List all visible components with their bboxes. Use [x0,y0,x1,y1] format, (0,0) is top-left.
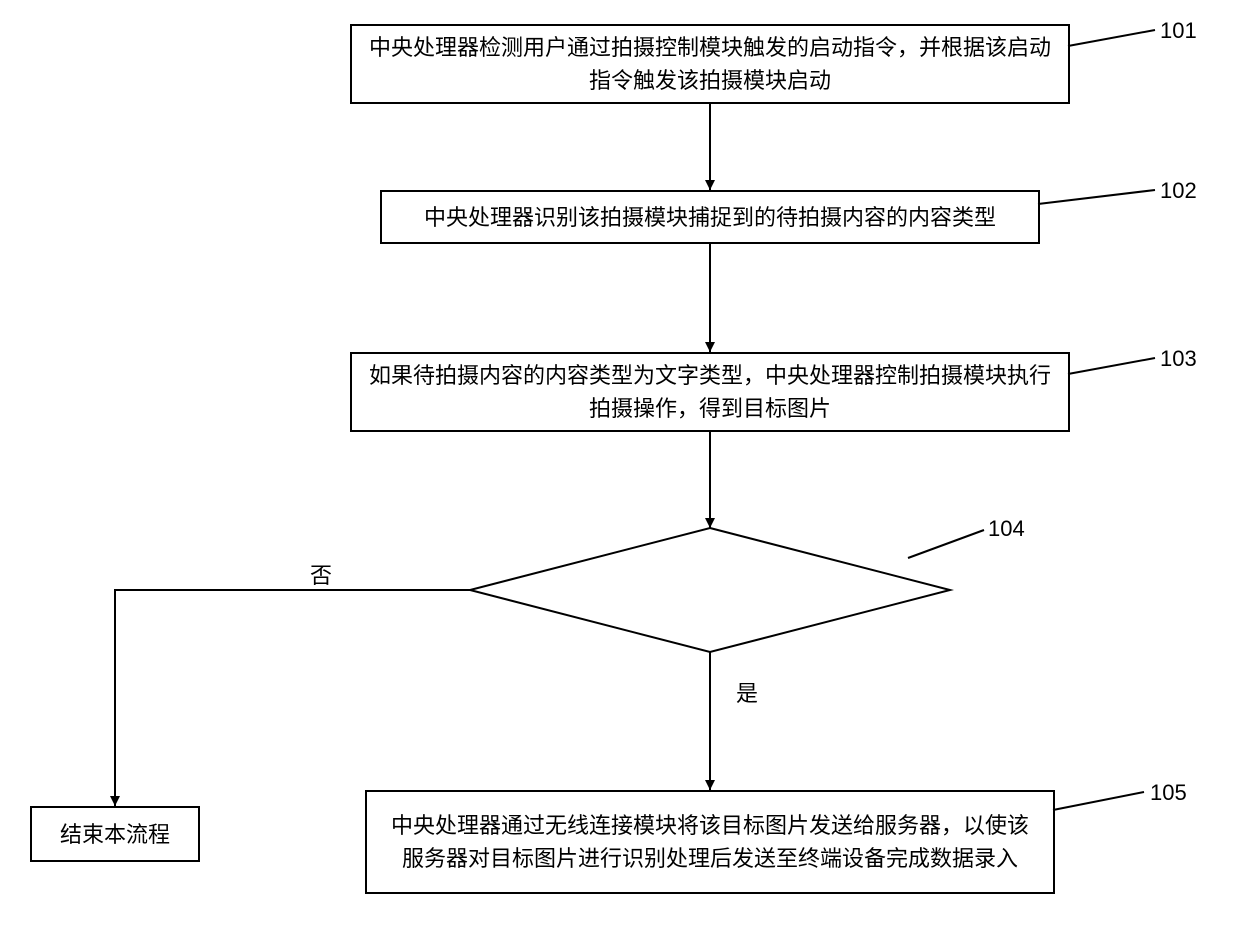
label-101: 101 [1160,18,1197,44]
label-102: 102 [1160,178,1197,204]
label-103: 103 [1160,346,1197,372]
end-text: 结束本流程 [60,818,170,851]
decision-104-line2: 是否与服务器连接 [622,595,798,620]
decision-104-text: 中央处理器判断无线连接模块 是否与服务器连接 [470,558,950,624]
step-101-text: 中央处理器检测用户通过拍摄控制模块触发的启动指令，并根据该启动指令触发该拍摄模块… [368,31,1052,97]
step-105-text: 中央处理器通过无线连接模块将该目标图片发送给服务器，以使该服务器对目标图片进行识… [383,809,1037,875]
step-101-box: 中央处理器检测用户通过拍摄控制模块触发的启动指令，并根据该启动指令触发该拍摄模块… [350,24,1070,104]
leader-104 [908,530,984,558]
no-label: 否 [310,558,332,590]
yes-label: 是 [736,676,758,708]
step-102-box: 中央处理器识别该拍摄模块捕捉到的待拍摄内容的内容类型 [380,190,1040,244]
end-box: 结束本流程 [30,806,200,862]
arrow-104-end [115,590,470,806]
leader-102 [1038,190,1155,204]
leader-105 [1053,792,1144,810]
step-103-box: 如果待拍摄内容的内容类型为文字类型，中央处理器控制拍摄模块执行拍摄操作，得到目标… [350,352,1070,432]
leader-101 [1068,30,1155,46]
leader-103 [1068,358,1155,374]
step-103-text: 如果待拍摄内容的内容类型为文字类型，中央处理器控制拍摄模块执行拍摄操作，得到目标… [368,359,1052,425]
step-102-text: 中央处理器识别该拍摄模块捕捉到的待拍摄内容的内容类型 [424,201,996,234]
step-105-box: 中央处理器通过无线连接模块将该目标图片发送给服务器，以使该服务器对目标图片进行识… [365,790,1055,894]
label-104: 104 [988,516,1025,542]
decision-104-line1: 中央处理器判断无线连接模块 [567,562,853,587]
label-105: 105 [1150,780,1187,806]
